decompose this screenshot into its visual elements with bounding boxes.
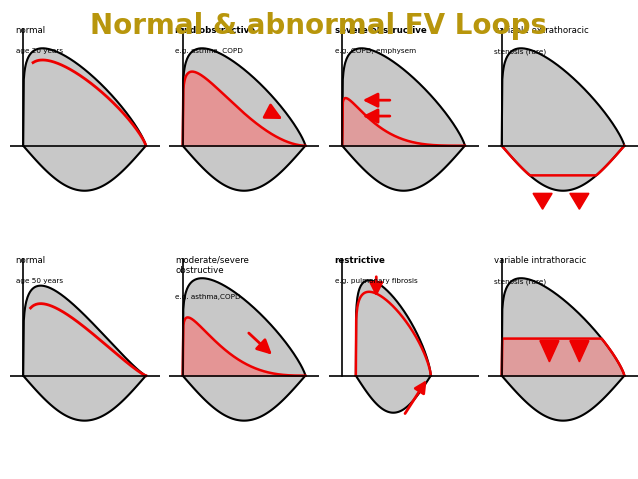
Text: variable intrathoracic: variable intrathoracic bbox=[494, 256, 586, 265]
Polygon shape bbox=[540, 341, 559, 362]
Text: age 20 years: age 20 years bbox=[15, 48, 63, 54]
Polygon shape bbox=[501, 48, 625, 191]
Polygon shape bbox=[356, 280, 431, 413]
Polygon shape bbox=[23, 285, 146, 421]
Text: normal: normal bbox=[15, 26, 46, 35]
Text: e.g. asthma, COPD: e.g. asthma, COPD bbox=[175, 48, 243, 54]
Text: e.g. asthma,COPD: e.g. asthma,COPD bbox=[175, 294, 241, 300]
Text: variable extrathoracic: variable extrathoracic bbox=[494, 26, 589, 35]
Text: stenosis (rare): stenosis (rare) bbox=[494, 48, 546, 55]
Text: e.g. pulmonary fibrosis: e.g. pulmonary fibrosis bbox=[334, 278, 417, 284]
Polygon shape bbox=[182, 278, 306, 421]
Text: mild obstructive: mild obstructive bbox=[175, 26, 255, 35]
Polygon shape bbox=[570, 194, 589, 209]
Polygon shape bbox=[182, 48, 306, 191]
Text: age 50 years: age 50 years bbox=[15, 278, 63, 284]
Text: severe obstructive: severe obstructive bbox=[334, 26, 426, 35]
Polygon shape bbox=[533, 194, 552, 209]
Text: Normal & abnormal FV Loops: Normal & abnormal FV Loops bbox=[91, 12, 547, 40]
Text: moderate/severe
obstructive: moderate/severe obstructive bbox=[175, 256, 249, 275]
Text: stenosis (rare): stenosis (rare) bbox=[494, 278, 546, 285]
Polygon shape bbox=[342, 48, 465, 191]
Text: normal: normal bbox=[15, 256, 46, 265]
Polygon shape bbox=[23, 48, 146, 191]
Polygon shape bbox=[501, 278, 625, 421]
Text: restrictive: restrictive bbox=[334, 256, 385, 265]
Text: e.g. COPD, emphysem: e.g. COPD, emphysem bbox=[334, 48, 416, 54]
Polygon shape bbox=[570, 341, 589, 362]
